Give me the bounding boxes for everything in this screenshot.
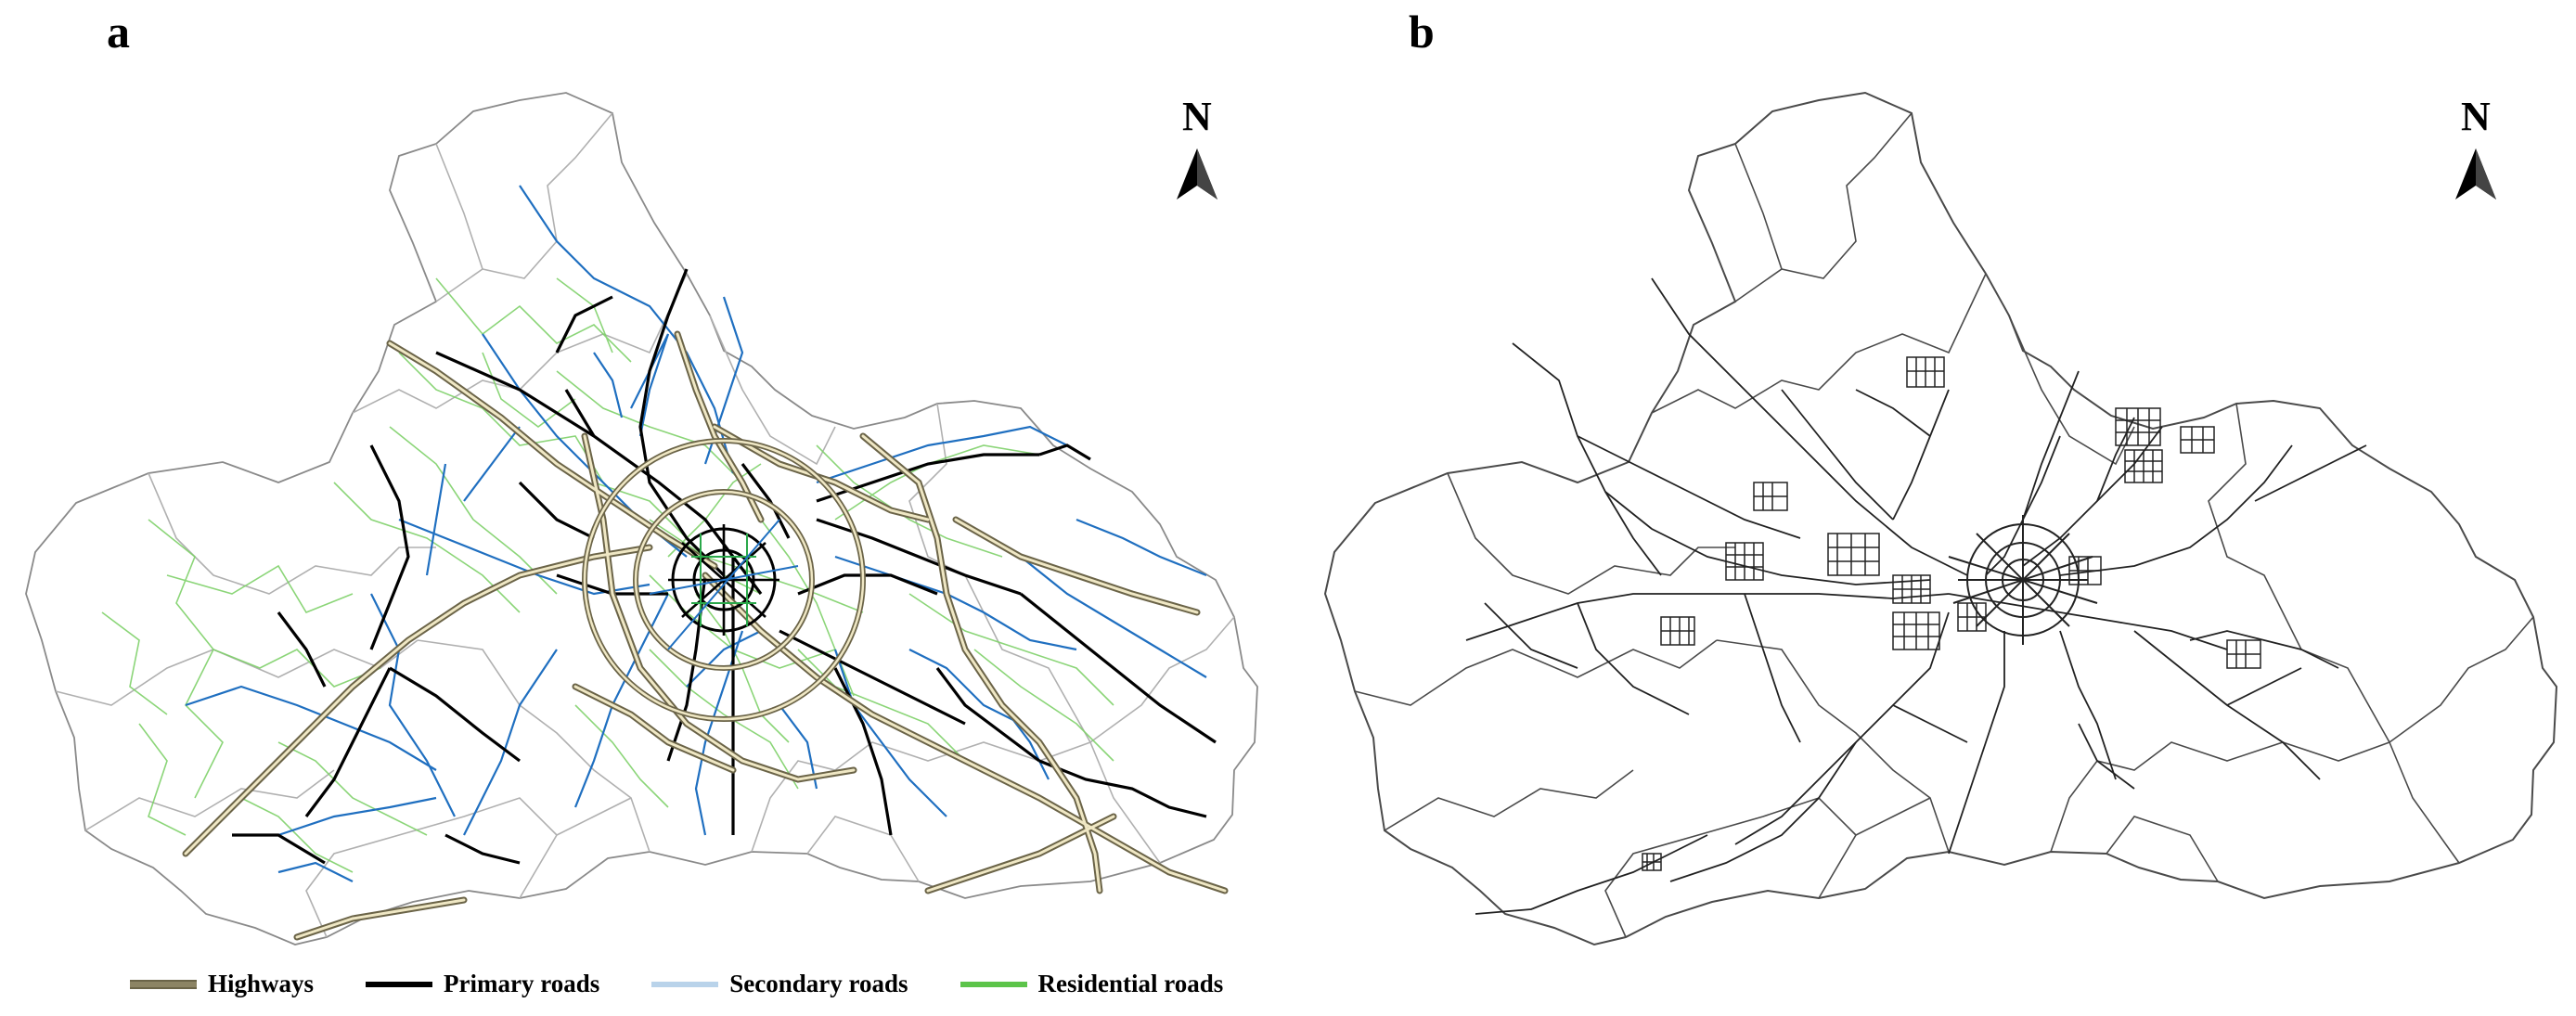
legend-swatch-primary bbox=[366, 981, 433, 987]
legend-swatch-residential bbox=[960, 981, 1027, 987]
legend-item-secondary: Secondary roads bbox=[651, 970, 908, 998]
legend-item-highways: Highways bbox=[130, 970, 314, 998]
panel-b-letter: b bbox=[1409, 6, 1435, 58]
legend-label-highways: Highways bbox=[208, 970, 315, 997]
panel-a-city-centre bbox=[649, 519, 799, 650]
legend-label-secondary: Secondary roads bbox=[729, 970, 908, 997]
legend-label-primary: Primary roads bbox=[444, 970, 600, 997]
north-arrow-a-icon bbox=[1177, 148, 1217, 199]
satellite-towns bbox=[1642, 356, 2261, 871]
north-label-b: N bbox=[2461, 94, 2491, 139]
network-b-layer bbox=[1465, 277, 2367, 915]
legend: Highways Primary roads Secondary roads R… bbox=[130, 970, 1275, 998]
legend-label-residential: Residential roads bbox=[1037, 970, 1224, 997]
highways-layer bbox=[182, 330, 1229, 941]
legend-item-residential: Residential roads bbox=[960, 970, 1224, 998]
legend-item-primary: Primary roads bbox=[366, 970, 599, 998]
secondary-roads-layer bbox=[185, 185, 1207, 882]
north-label-a: N bbox=[1182, 94, 1212, 139]
panel-a-letter: a bbox=[107, 6, 130, 58]
legend-swatch-highways bbox=[130, 979, 197, 989]
north-arrow-b-icon bbox=[2455, 148, 2496, 199]
legend-swatch-secondary bbox=[651, 981, 719, 987]
panel-a-map bbox=[25, 92, 1258, 945]
panel-b-map bbox=[1324, 92, 2557, 945]
